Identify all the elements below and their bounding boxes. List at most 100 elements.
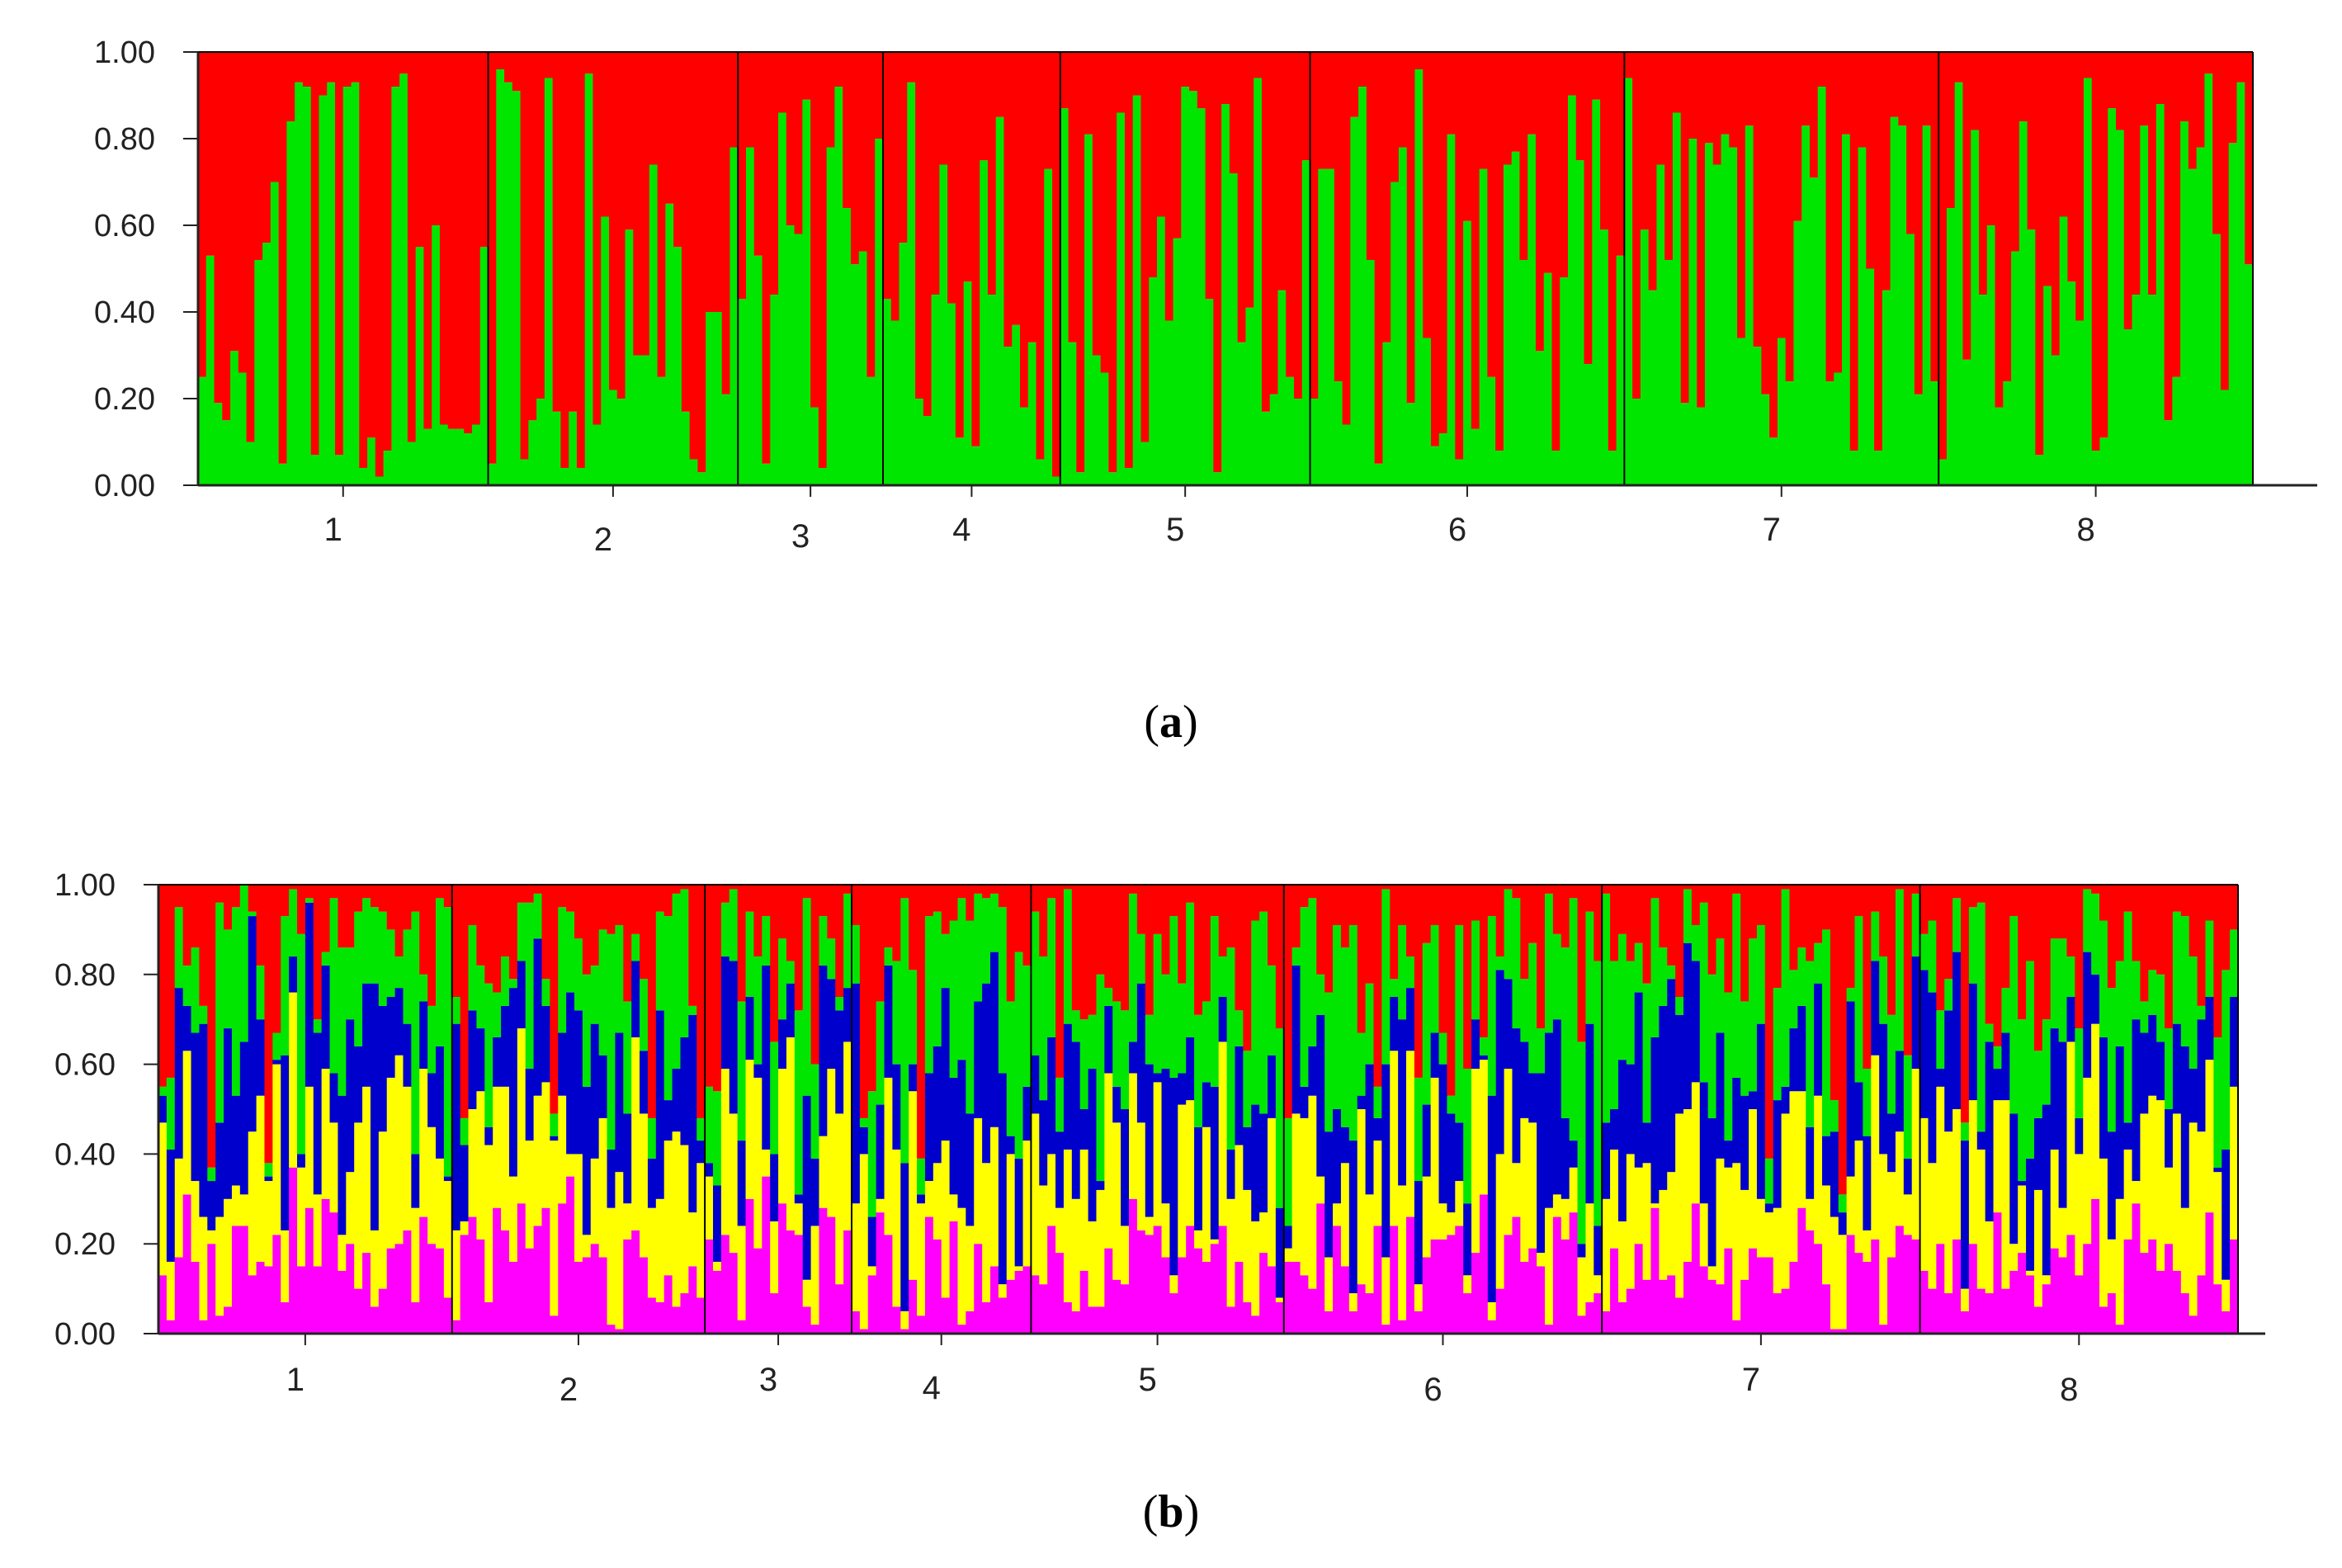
membership-segment [688,1014,697,1213]
membership-segment [2222,885,2231,971]
individual-bar [593,52,602,485]
membership-segment [1740,1095,1749,1190]
membership-segment [541,885,550,980]
individual-bar [166,885,176,1334]
membership-segment [215,1122,224,1217]
membership-segment [1014,1270,1024,1334]
individual-bar [399,52,408,485]
membership-segment [1944,885,1953,980]
membership-segment [623,1001,632,1114]
individual-bar [907,52,916,485]
membership-segment [998,1284,1008,1298]
membership-segment [655,911,665,1011]
membership-segment [1724,1167,1733,1249]
membership-segment [1560,277,1569,485]
individual-bar [367,52,376,485]
membership-segment [647,1207,657,1298]
membership-segment [1648,290,1658,485]
membership-segment [2213,1172,2222,1285]
membership-segment [681,52,691,412]
individual-bar [2058,885,2068,1334]
membership-segment [2099,437,2108,485]
membership-segment [2123,885,2133,912]
membership-segment [1569,1141,1579,1168]
membership-segment [843,893,852,989]
membership-segment [990,952,999,1127]
individual-bar [1979,52,1988,485]
membership-segment [1308,1288,1317,1334]
membership-segment [1414,885,1424,1078]
membership-segment [246,442,255,485]
membership-segment [1463,1203,1472,1276]
membership-segment [517,1028,526,1204]
membership-segment [1594,885,1603,961]
membership-segment [762,916,771,966]
membership-segment [2011,251,2020,485]
membership-segment [174,885,184,908]
membership-segment [1390,979,1399,997]
membership-segment [2116,52,2125,130]
membership-segment [1834,52,1843,373]
membership-segment [1680,52,1690,404]
membership-segment [239,1226,249,1334]
individual-bar [2212,52,2222,485]
membership-segment [224,929,233,1029]
membership-segment [354,885,363,912]
membership-segment [1683,1261,1693,1334]
membership-segment [713,1185,722,1262]
individual-bar [746,52,755,485]
membership-segment [338,885,347,948]
membership-segment [1830,1131,1839,1217]
membership-segment [1316,885,1325,975]
membership-segment [2001,885,2010,989]
individual-bar [1737,52,1746,485]
membership-segment [2230,885,2239,930]
membership-segment [544,52,554,78]
membership-segment [1112,1279,1121,1334]
membership-segment [631,961,640,1037]
membership-segment [1724,1248,1733,1334]
membership-segment [1479,168,1488,485]
membership-segment [1022,1086,1032,1141]
membership-segment [1789,1261,1798,1334]
membership-segment [2009,885,2019,917]
membership-segment [2156,1270,2165,1334]
individual-bar [1552,885,1562,1334]
membership-segment [1310,52,1319,399]
individual-bar [1777,52,1787,485]
membership-segment [411,1154,420,1208]
membership-segment [1842,134,1851,485]
membership-segment [484,983,493,1127]
membership-segment [1520,885,1529,980]
individual-bar [1691,885,1701,1334]
membership-segment [1235,1010,1244,1046]
individual-bar [1584,52,1593,485]
membership-segment [1422,1176,1432,1258]
membership-segment [867,1091,877,1217]
membership-segment [1919,933,1929,971]
membership-segment [1277,52,1287,290]
membership-segment [1543,272,1553,485]
membership-segment [655,1010,665,1199]
membership-segment [432,52,441,225]
membership-segment [2180,121,2189,485]
individual-bar [1365,885,1375,1334]
membership-segment [2033,885,2043,1051]
membership-segment [2189,1315,2198,1334]
membership-segment [574,885,583,939]
membership-segment [1178,885,1187,984]
membership-segment [1640,229,1650,485]
membership-segment [1608,52,1617,451]
membership-segment [158,1086,168,1096]
membership-segment [1773,988,1782,1101]
membership-segment [665,203,674,485]
membership-segment [1527,134,1537,485]
individual-bar [1342,52,1351,485]
membership-segment [2230,997,2239,1087]
membership-segment [802,99,811,485]
individual-bar [924,885,934,1334]
individual-bar [818,52,828,485]
membership-segment [399,52,408,74]
individual-bar [2107,885,2117,1334]
membership-segment [909,1091,918,1280]
